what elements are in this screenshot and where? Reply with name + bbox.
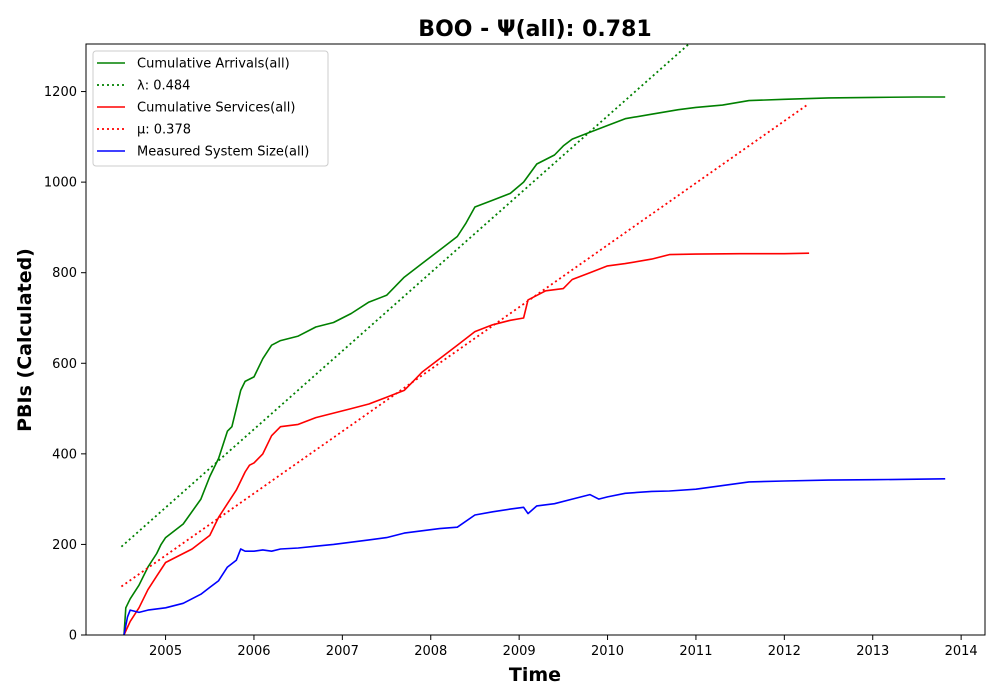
x-tick-label: 2008 [414,644,447,659]
x-tick-label: 2014 [945,644,978,659]
x-tick-label: 2011 [679,644,712,659]
legend-label-5: Measured System Size(all) [137,145,309,160]
x-axis-ticks: 2005 2006 2007 2008 2009 2010 2011 2012 2013 2014 [149,635,978,659]
x-tick-label: 2009 [503,644,536,659]
x-tick-label: 2005 [149,644,182,659]
legend-label-1: Cumulative Arrivals(all) [137,57,290,72]
y-tick-label: 400 [52,447,77,462]
y-tick-label: 200 [52,538,77,553]
x-tick-label: 2007 [326,644,359,659]
series-line-1 [123,96,946,635]
x-tick-label: 2013 [856,644,889,659]
legend-label-2: λ: 0.484 [137,79,190,94]
legend-label-4: μ: 0.378 [137,123,191,138]
series-line-2 [120,44,690,548]
chart-title: BOO - Ψ(all): 0.781 [418,17,651,42]
y-tick-label: 0 [69,629,77,644]
x-tick-label: 2010 [591,644,624,659]
series-line-4 [120,103,809,588]
x-tick-label: 2012 [768,644,801,659]
y-tick-label: 600 [52,357,77,372]
y-tick-label: 800 [52,266,77,281]
legend-label-3: Cumulative Services(all) [137,101,295,116]
y-tick-label: 1200 [44,85,77,100]
legend: Cumulative Arrivals(all) λ: 0.484 Cumulati… [92,50,329,167]
plot-lines [120,44,946,635]
y-axis-label: PBIs (Calculated) [14,248,36,432]
series-line-5 [123,478,946,635]
series-line-3 [123,252,810,635]
legend-box [92,50,329,167]
plot-frame [85,43,986,636]
y-axis-ticks: 0 200 400 600 800 1000 1200 [44,85,86,644]
x-tick-label: 2006 [237,644,270,659]
x-axis-label: Time [509,664,561,686]
y-tick-label: 1000 [44,176,77,191]
legend-entries: Cumulative Arrivals(all) λ: 0.484 Cumulati… [97,57,309,160]
